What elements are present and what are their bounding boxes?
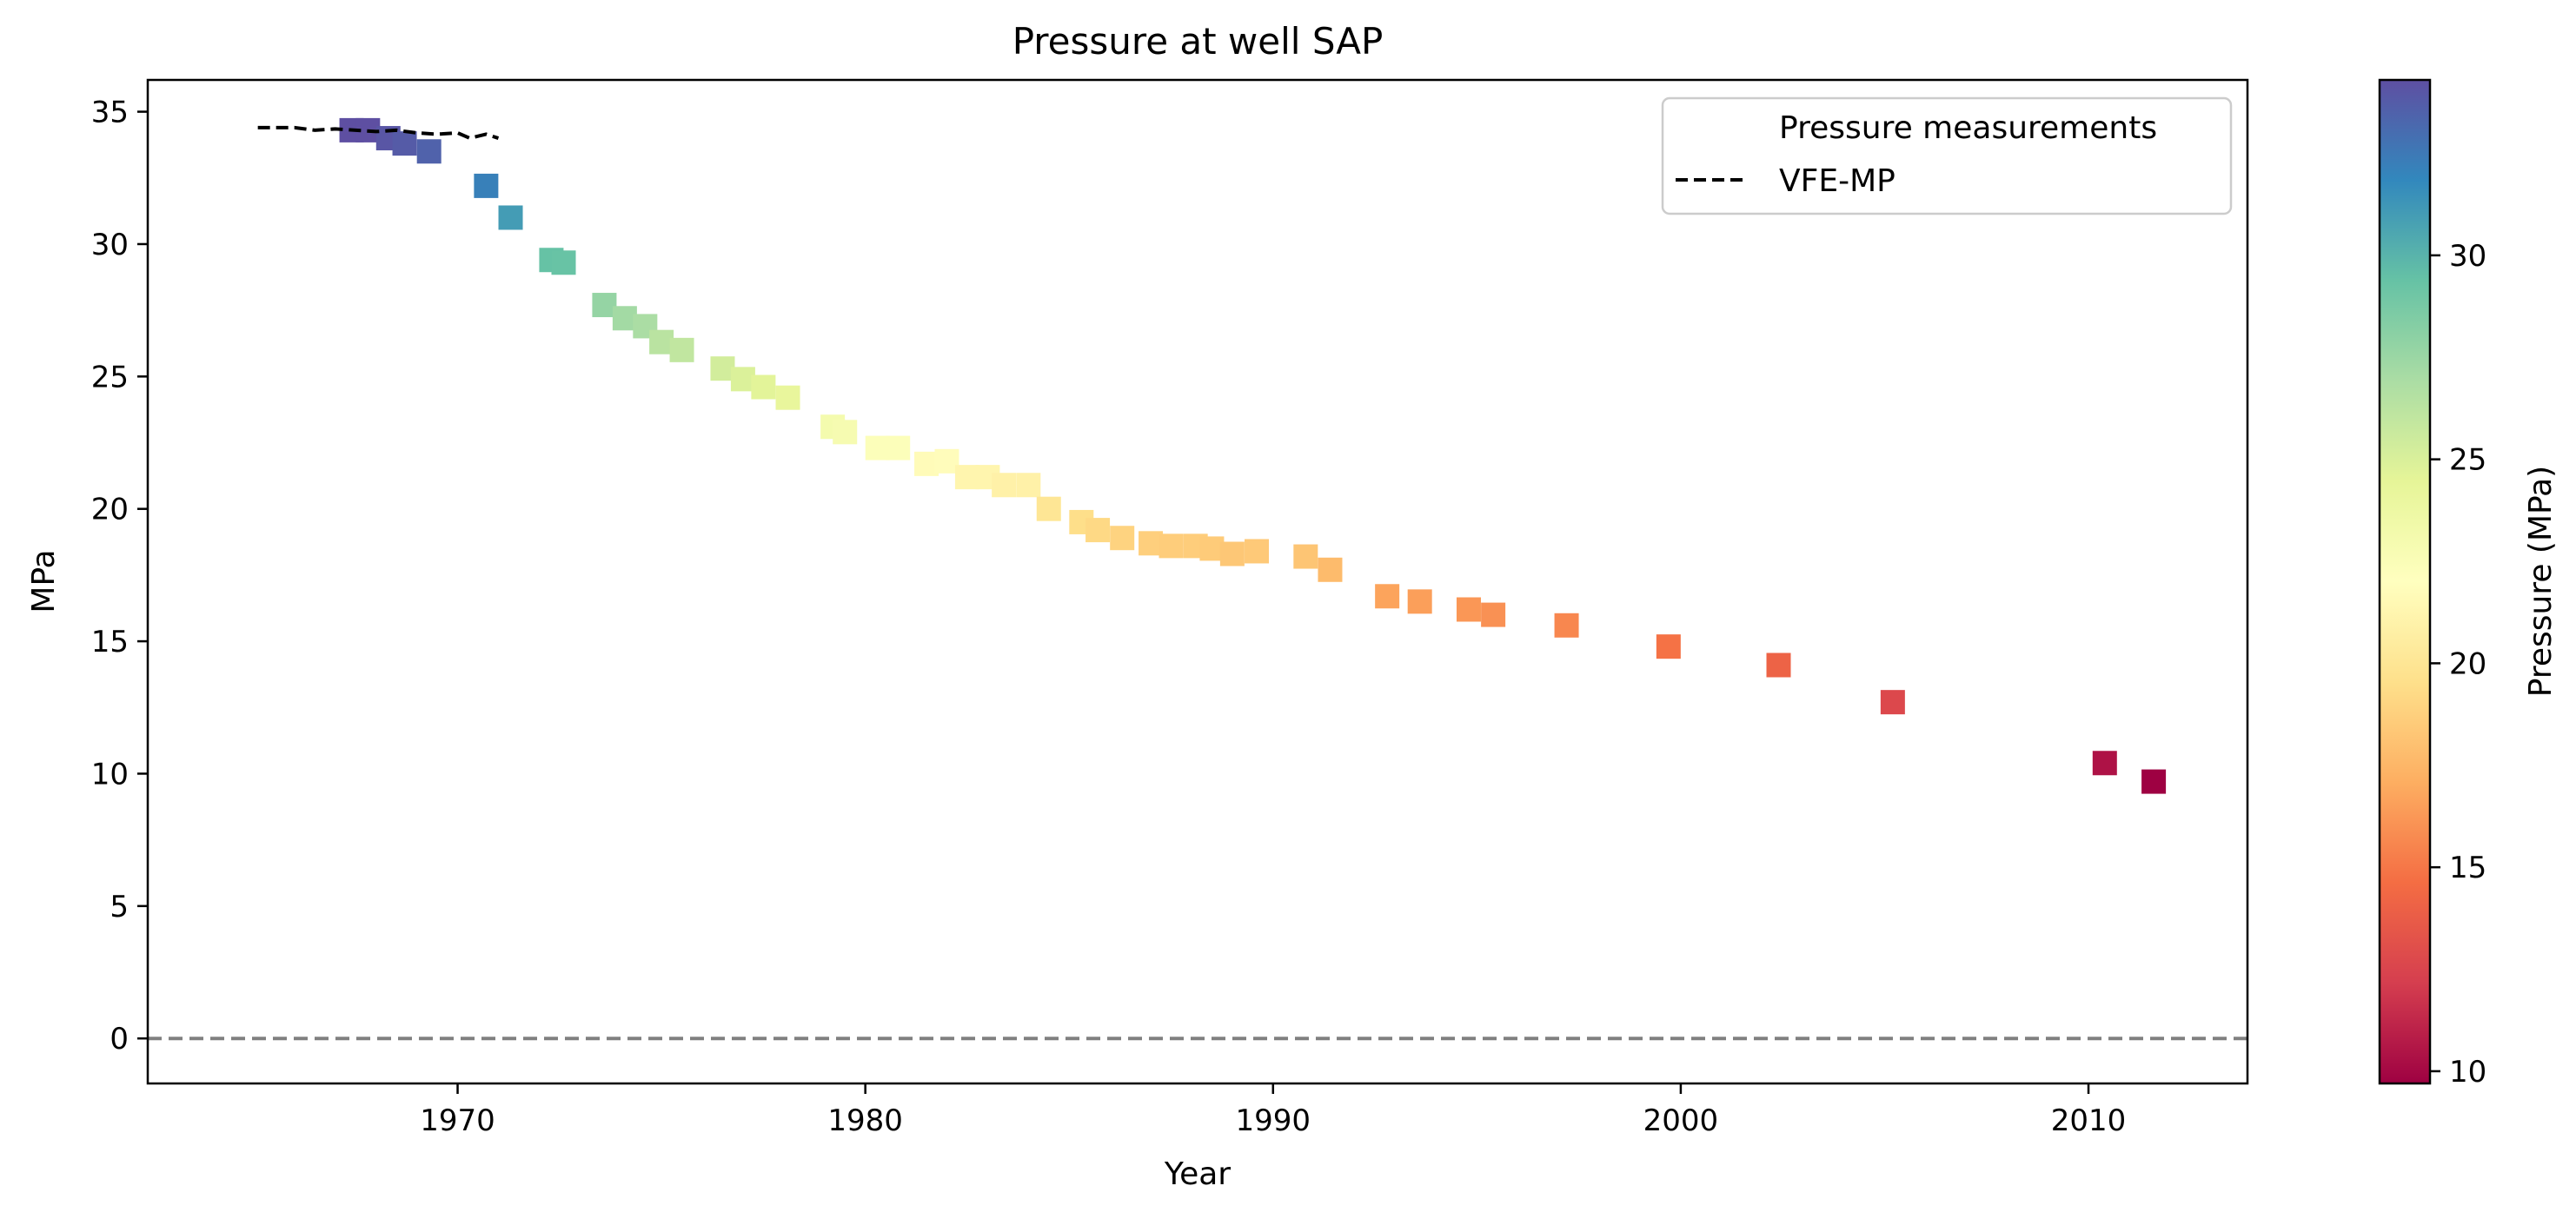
y-tick-label: 5 xyxy=(110,890,129,924)
pressure-measurement-point xyxy=(1036,496,1061,521)
pressure-measurement-point xyxy=(1110,526,1135,551)
pressure-measurement-point xyxy=(1481,602,1506,627)
pressure-measurement-point xyxy=(592,293,617,318)
pressure-measurement-point xyxy=(710,356,735,381)
x-tick-label: 2010 xyxy=(2051,1103,2127,1138)
y-tick-label: 35 xyxy=(91,96,129,130)
y-tick-label: 0 xyxy=(110,1022,129,1057)
legend-label-pressure-measurements: Pressure measurements xyxy=(1779,110,2157,146)
pressure-measurement-point xyxy=(2092,751,2117,776)
colorbar-tick-label: 10 xyxy=(2449,1055,2486,1090)
pressure-measurement-point xyxy=(1880,690,1905,715)
y-axis: 0 5 10 15 20 25 30 35 xyxy=(91,96,148,1057)
pressure-measurement-point xyxy=(730,367,755,392)
pressure-measurement-point xyxy=(498,205,523,230)
pressure-measurement-point xyxy=(1199,536,1225,561)
x-axis: 1970 1980 1990 2000 2010 xyxy=(420,1083,2126,1138)
pressure-measurement-point xyxy=(2141,769,2167,794)
y-tick-label: 30 xyxy=(91,228,129,262)
colorbar-ticks: 10 15 20 25 30 xyxy=(2430,239,2486,1090)
pressure-measurement-point xyxy=(1245,539,1270,564)
y-tick-label: 15 xyxy=(91,625,129,659)
y-tick-label: 10 xyxy=(91,757,129,792)
pressure-measurement-point xyxy=(1554,613,1579,638)
pressure-measurement-point xyxy=(751,374,776,400)
colorbar-tick-label: 20 xyxy=(2449,646,2486,681)
pressure-measurement-point xyxy=(886,435,911,460)
colorbar xyxy=(2378,78,2432,1085)
x-tick-label: 1990 xyxy=(1236,1103,1311,1138)
pressure-measurement-point xyxy=(649,329,674,354)
pressure-measurement-point xyxy=(1016,473,1041,498)
pressure-measurement-point xyxy=(416,139,442,164)
vfe-mp-line xyxy=(257,125,500,141)
pressure-measurement-point xyxy=(1219,541,1245,566)
pressure-measurement-point xyxy=(669,337,694,362)
legend-label-vfe-mp: VFE-MP xyxy=(1779,163,1895,199)
pressure-measurement-point xyxy=(1086,518,1111,543)
pressure-measurement-point xyxy=(934,448,959,474)
plot-frame xyxy=(146,78,2249,1085)
y-tick-label: 25 xyxy=(91,360,129,394)
chart-title: Pressure at well SAP xyxy=(1012,20,1384,63)
x-tick-label: 1980 xyxy=(827,1103,903,1138)
colorbar-tick-label: 30 xyxy=(2449,239,2486,274)
y-tick-label: 20 xyxy=(91,493,129,527)
pressure-measurement-point xyxy=(1766,653,1791,678)
pressure-measurement-point xyxy=(1318,557,1343,582)
colorbar-tick-label: 25 xyxy=(2449,443,2486,478)
y-axis-label: MPa xyxy=(26,549,62,613)
x-axis-label: Year xyxy=(1164,1156,1231,1192)
pressure-measurement-point xyxy=(914,451,939,476)
pressure-measurement-point xyxy=(551,250,576,275)
colorbar-label: Pressure (MPa) xyxy=(2523,466,2559,697)
pressure-measurement-point xyxy=(1456,597,1481,622)
pressure-measurement-point xyxy=(1375,584,1400,609)
pressure-measurement-point xyxy=(1293,544,1318,569)
pressure-measurement-point xyxy=(1139,531,1164,556)
pressure-measurement-point xyxy=(833,420,858,445)
colorbar-tick-label: 15 xyxy=(2449,851,2486,885)
pressure-measurement-point xyxy=(1159,533,1184,559)
pressure-measurement-point xyxy=(612,306,637,331)
legend-box xyxy=(1661,96,2233,215)
pressure-measurement-point xyxy=(775,385,800,410)
pressure-measurement-point xyxy=(392,131,417,156)
plot-area xyxy=(148,117,2247,1041)
x-tick-label: 2000 xyxy=(1643,1103,1719,1138)
pressure-measurement-point xyxy=(992,473,1017,498)
pressure-measurement-point xyxy=(474,173,499,198)
legend: Pressure measurements VFE-MP xyxy=(1661,96,2233,215)
pressure-measurement-point xyxy=(1656,634,1681,659)
pressure-measurement-point xyxy=(1407,589,1432,614)
pressure-measurement-point xyxy=(954,465,979,490)
x-tick-label: 1970 xyxy=(420,1103,495,1138)
pressure-measurement-point xyxy=(865,435,890,460)
